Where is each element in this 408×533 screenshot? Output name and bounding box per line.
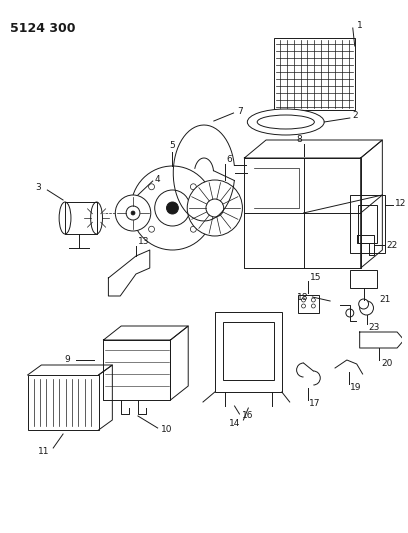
Circle shape	[149, 226, 155, 232]
Bar	[215, 312, 282, 392]
Bar	[358, 205, 377, 243]
Bar	[297, 295, 319, 313]
Circle shape	[187, 180, 242, 236]
Circle shape	[346, 309, 354, 317]
Circle shape	[155, 190, 190, 226]
Text: 18: 18	[297, 293, 308, 302]
Text: 19: 19	[350, 384, 361, 392]
Text: 10: 10	[161, 425, 172, 434]
Circle shape	[131, 166, 214, 250]
Text: 20: 20	[381, 359, 393, 368]
Text: 1: 1	[357, 21, 362, 30]
Text: 5: 5	[170, 141, 175, 150]
Text: 6: 6	[227, 156, 233, 165]
Circle shape	[302, 304, 306, 308]
Ellipse shape	[91, 202, 102, 234]
Bar	[274, 38, 355, 110]
Circle shape	[126, 206, 140, 220]
Text: 14: 14	[229, 419, 240, 429]
Circle shape	[206, 199, 224, 217]
Text: 12: 12	[395, 198, 406, 207]
Ellipse shape	[59, 202, 71, 234]
Circle shape	[191, 184, 196, 190]
Circle shape	[115, 195, 151, 231]
Circle shape	[311, 298, 315, 302]
Text: 17: 17	[309, 400, 321, 408]
Bar	[350, 270, 377, 288]
Text: 11: 11	[38, 448, 49, 456]
Text: 22: 22	[386, 240, 397, 249]
Text: 7: 7	[237, 107, 243, 116]
Ellipse shape	[247, 109, 324, 135]
Circle shape	[149, 184, 155, 190]
Text: 2: 2	[353, 111, 358, 120]
Bar	[223, 322, 274, 380]
Text: 3: 3	[35, 183, 41, 192]
Bar	[28, 375, 99, 430]
Text: 16: 16	[242, 411, 254, 421]
Circle shape	[166, 202, 178, 214]
Bar	[350, 195, 385, 253]
Circle shape	[302, 298, 306, 302]
Text: 5124 300: 5124 300	[10, 22, 75, 35]
Circle shape	[359, 299, 368, 309]
Text: 8: 8	[297, 135, 302, 144]
Circle shape	[311, 304, 315, 308]
Text: 13: 13	[138, 238, 149, 246]
Text: 15: 15	[310, 272, 322, 281]
Text: 23: 23	[368, 324, 380, 333]
Circle shape	[360, 301, 373, 315]
Text: 4: 4	[155, 174, 160, 183]
Text: 9: 9	[64, 356, 70, 365]
Circle shape	[131, 211, 135, 215]
Text: 21: 21	[379, 295, 391, 304]
Ellipse shape	[257, 115, 314, 129]
Circle shape	[191, 226, 196, 232]
